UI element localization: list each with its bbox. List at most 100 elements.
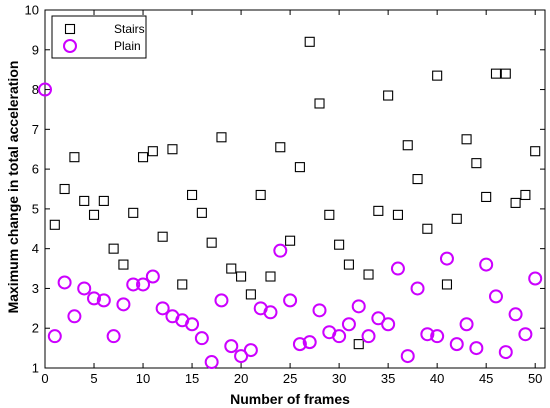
stairs-point bbox=[245, 289, 256, 300]
plain-point bbox=[469, 341, 484, 356]
stairs-point bbox=[59, 183, 70, 195]
legend-label: Plain bbox=[114, 39, 141, 53]
stairs-point bbox=[304, 36, 315, 47]
plain-point bbox=[341, 317, 356, 332]
plain-point bbox=[420, 327, 435, 342]
x-tick-label: 5 bbox=[90, 371, 97, 386]
stairs-point bbox=[383, 90, 394, 101]
plain-point bbox=[371, 311, 386, 326]
plain-point bbox=[116, 297, 131, 312]
stairs-point bbox=[255, 189, 266, 201]
plain-point bbox=[390, 261, 405, 276]
plain-point bbox=[106, 329, 121, 344]
stairs-point bbox=[353, 339, 364, 350]
stairs-point bbox=[441, 279, 453, 290]
stairs-point bbox=[147, 146, 158, 157]
y-tick-label: 8 bbox=[32, 82, 39, 97]
plain-point bbox=[243, 343, 258, 358]
plain-point bbox=[400, 349, 415, 364]
x-tick-label: 0 bbox=[41, 371, 48, 386]
plain-point bbox=[214, 293, 229, 308]
plain-point bbox=[302, 335, 317, 350]
plain-point bbox=[332, 329, 347, 344]
y-tick-label: 7 bbox=[32, 122, 39, 137]
legend-label: Stairs bbox=[114, 22, 145, 36]
stairs-point bbox=[216, 132, 227, 143]
stairs-point bbox=[334, 239, 345, 250]
y-tick-label: 5 bbox=[32, 201, 39, 216]
stairs-point bbox=[157, 231, 168, 242]
plain-point bbox=[194, 331, 209, 346]
stairs-point bbox=[108, 243, 119, 254]
y-tick-label: 3 bbox=[32, 281, 39, 296]
x-axis-title: Number of frames bbox=[230, 391, 350, 407]
plain-point bbox=[488, 289, 503, 304]
plain-point bbox=[439, 251, 454, 266]
stairs-point bbox=[128, 207, 139, 218]
stairs-point bbox=[500, 68, 511, 79]
stairs-point bbox=[461, 134, 472, 145]
stairs-point bbox=[196, 207, 207, 218]
stairs-point bbox=[451, 213, 462, 224]
plain-point bbox=[351, 299, 366, 314]
stairs-point bbox=[79, 195, 90, 206]
stairs-point bbox=[275, 142, 286, 153]
plain-point bbox=[361, 329, 376, 344]
plain-point bbox=[292, 337, 307, 352]
stairs-point bbox=[98, 195, 109, 206]
stairs-point bbox=[314, 98, 325, 109]
stairs-point bbox=[236, 271, 247, 282]
plain-point bbox=[449, 337, 464, 352]
legend: Stairs Plain bbox=[51, 15, 147, 59]
plain-point bbox=[518, 327, 533, 342]
plain-point bbox=[126, 277, 141, 292]
x-tick-label: 25 bbox=[283, 371, 297, 386]
plain-point bbox=[459, 317, 474, 332]
stairs-point bbox=[265, 271, 276, 282]
plain-point bbox=[67, 309, 82, 324]
plain-point bbox=[430, 329, 445, 344]
stairs-point bbox=[412, 174, 423, 185]
plain-point bbox=[508, 307, 523, 322]
stairs-point bbox=[422, 223, 433, 234]
stairs-point bbox=[49, 219, 60, 230]
plain-point bbox=[273, 243, 288, 258]
stairs-point bbox=[206, 237, 217, 248]
plain-point bbox=[96, 293, 111, 308]
stairs-point bbox=[481, 191, 492, 203]
stairs-point bbox=[530, 146, 541, 157]
plain-point bbox=[234, 349, 249, 364]
plain-point bbox=[47, 329, 62, 344]
y-tick-label: 10 bbox=[25, 3, 39, 18]
plain-point bbox=[136, 277, 151, 292]
x-tick-label: 10 bbox=[136, 371, 150, 386]
plain-point bbox=[145, 269, 160, 284]
plain-point bbox=[528, 271, 543, 286]
plain-point bbox=[498, 345, 513, 360]
stairs-point bbox=[363, 269, 374, 280]
plain-point bbox=[204, 355, 219, 370]
stairs-point bbox=[432, 70, 443, 81]
plain-point bbox=[87, 291, 102, 306]
y-tick-label: 6 bbox=[32, 162, 39, 177]
x-tick-label: 35 bbox=[381, 371, 395, 386]
plain-point bbox=[381, 317, 396, 332]
stairs-point bbox=[294, 162, 305, 173]
plain-point bbox=[283, 293, 298, 308]
legend-marker-stairs bbox=[64, 23, 76, 35]
plain-point bbox=[185, 317, 200, 332]
stairs-point bbox=[510, 197, 521, 208]
stairs-point bbox=[402, 140, 413, 151]
x-tick-label: 30 bbox=[332, 371, 346, 386]
plain-point bbox=[479, 257, 494, 272]
stairs-point bbox=[177, 279, 188, 290]
legend-marker-plain bbox=[63, 39, 77, 53]
stairs-point bbox=[285, 235, 296, 246]
plain-point bbox=[77, 281, 92, 296]
plain-point bbox=[155, 301, 170, 316]
y-tick-label: 4 bbox=[32, 241, 39, 256]
stairs-point bbox=[343, 259, 354, 270]
stairs-point bbox=[226, 263, 237, 274]
stairs-point bbox=[392, 209, 403, 220]
